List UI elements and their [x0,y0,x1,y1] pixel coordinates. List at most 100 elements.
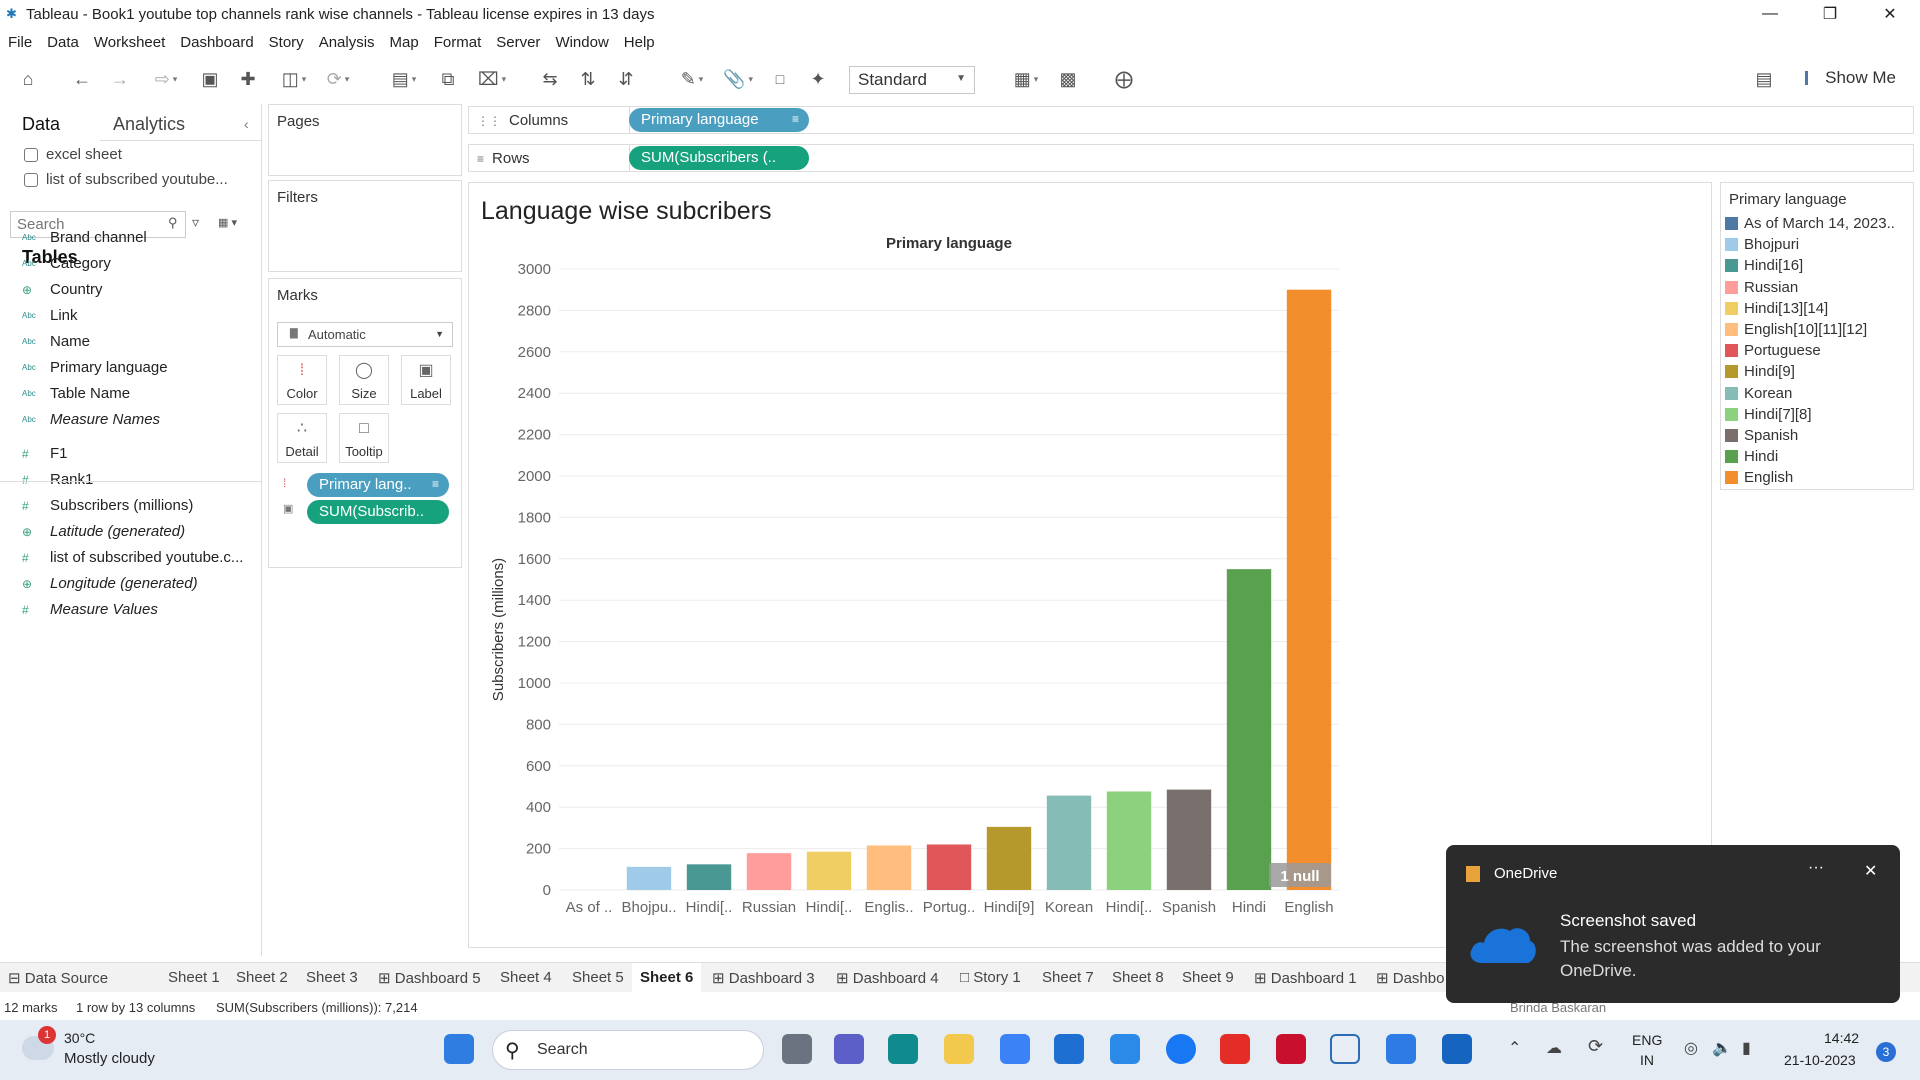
minimize-button[interactable]: — [1762,5,1778,22]
sheet-tab[interactable]: □ Story 1 [960,969,1021,986]
network-icon[interactable]: ◎ [1684,1040,1698,1057]
filter-icon[interactable]: ▿ [192,214,200,230]
legend-item[interactable]: Bhojpuri [1725,236,1799,253]
field-item[interactable]: # F1 [22,445,68,462]
mcafee-icon[interactable] [1276,1034,1306,1064]
myhp-icon[interactable] [1054,1034,1084,1064]
color-mark-button[interactable]: ⁞ Color [277,355,327,405]
field-item[interactable]: ⊕ Country [22,281,103,298]
file-explorer-icon[interactable] [944,1034,974,1064]
refresh-icon[interactable]: ⟳ ▾ [326,68,350,89]
swap-rows-columns-icon[interactable]: ⇆ [542,68,558,89]
menu-file[interactable]: File [8,33,33,51]
tableau-taskbar-icon[interactable] [1330,1034,1360,1064]
legend-item[interactable]: Hindi[9] [1725,363,1795,380]
sheet-tab[interactable]: ⊞ Dashbo [1376,969,1444,987]
region-indicator[interactable]: IN [1640,1052,1654,1068]
tab-data[interactable]: Data [22,114,61,134]
legend-item[interactable]: English[10][11][12] [1725,321,1867,338]
share-icon[interactable]: ⨁ [1115,68,1133,89]
legend-item[interactable]: English [1725,469,1793,486]
taskbar-search[interactable]: ⚲ Search [492,1030,764,1070]
menu-analysis[interactable]: Analysis [318,33,375,51]
field-search-input[interactable] [10,211,186,238]
field-item[interactable]: Abc Table Name [22,385,130,402]
notepad-icon[interactable] [1386,1034,1416,1064]
size-mark-button[interactable]: ◯ Size [339,355,389,405]
tab-analytics[interactable]: Analytics [113,114,186,134]
legend-item[interactable]: Korean [1725,385,1792,402]
collapse-pane-icon[interactable]: ‹ [244,116,249,132]
fix-axes-icon[interactable]: ✦ [810,68,826,89]
legend-item[interactable]: Hindi [1725,448,1778,465]
replay-icon[interactable]: ⇨ ▾ [154,68,178,89]
show-me-button[interactable]: Show Me [1805,68,1896,88]
sheet-tab[interactable]: Sheet 7 [1042,969,1094,986]
duplicate-sheet-icon[interactable]: ⧉ [441,68,455,89]
field-item[interactable]: Abc Name [22,333,90,350]
sheet-tab[interactable]: Sheet 8 [1112,969,1164,986]
toast-close-button[interactable]: ✕ [1864,863,1878,880]
sheet-tab[interactable]: ⊟ Data Source [8,969,108,987]
sheet-tab[interactable]: Sheet 6 [632,963,702,993]
sheet-tab[interactable]: ⊞ Dashboard 4 [836,969,939,987]
clock-date[interactable]: 21-10-2023 [1784,1052,1856,1068]
sheet-tab[interactable]: Sheet 2 [236,969,288,986]
legend-item[interactable]: Portuguese [1725,342,1821,359]
pause-updates-icon[interactable]: ◫ ▾ [281,68,307,89]
weather-temperature[interactable]: 30°C [64,1030,96,1046]
notification-badge[interactable]: 3 [1876,1042,1896,1062]
youtube-icon[interactable] [1220,1034,1250,1064]
marks-color-pill[interactable]: Primary lang.. ≡ [307,473,449,497]
status-user[interactable]: Brinda Baskaran [1510,1000,1607,1015]
volume-icon[interactable]: 🔈 [1712,1040,1732,1057]
columns-shelf[interactable]: ⋮⋮ Columns Primary language ≡ [468,106,1914,134]
group-members-icon[interactable]: 📎 ▾ [723,68,753,89]
clear-sheet-icon[interactable]: ⌧ ▾ [477,68,507,89]
task-view-icon[interactable] [782,1034,812,1064]
label-mark-button[interactable]: ▣ Label [401,355,451,405]
sort-ascending-icon[interactable]: ⇅ [580,68,596,89]
menu-worksheet[interactable]: Worksheet [93,33,166,51]
datasource-item[interactable]: list of subscribed youtube... [24,171,228,188]
field-item[interactable]: Abc Primary language [22,359,168,376]
columns-pill[interactable]: Primary language ≡ [629,108,809,132]
toast-more-button[interactable]: ··· [1808,859,1824,876]
fit-select[interactable]: Standard ▼ [849,66,975,94]
home-icon[interactable]: ⌂ [22,68,34,89]
sheet-tab[interactable]: ⊞ Dashboard 3 [712,969,815,987]
sheet-tab[interactable]: Sheet 1 [168,969,220,986]
menu-data[interactable]: Data [47,33,79,51]
close-window-button[interactable]: ✕ [1883,6,1897,23]
menu-story[interactable]: Story [268,33,304,51]
new-datasource-icon[interactable]: ✚ [240,68,256,89]
pages-shelf[interactable]: Pages [268,104,462,176]
redo-icon[interactable]: → [111,68,129,89]
field-item[interactable]: # Subscribers (millions) [22,497,193,514]
detail-mark-button[interactable]: ∴ Detail [277,413,327,463]
field-item[interactable]: Abc Link [22,307,78,324]
ms-store-icon[interactable] [1000,1034,1030,1064]
sheet-tab[interactable]: ⊞ Dashboard 5 [378,969,481,987]
highlight-icon[interactable]: ✎ ▾ [680,68,704,89]
sheet-tab[interactable]: Sheet 5 [572,969,624,986]
battery-icon[interactable]: ▮ [1742,1040,1751,1057]
chevron-up-icon[interactable]: ⌃ [1508,1040,1522,1057]
datasource-item[interactable]: excel sheet [24,146,122,163]
edge-browser-icon[interactable] [888,1034,918,1064]
tooltip-mark-button[interactable]: □ Tooltip [339,413,389,463]
show-cards-icon[interactable]: ▦ ▾ [1013,68,1039,89]
field-item[interactable]: Abc Brand channel [22,229,147,246]
view-options-icon[interactable]: ▦ ▾ [218,217,237,229]
paint-format-icon[interactable]: ▤ [1755,68,1773,89]
rows-pill[interactable]: SUM(Subscribers (.. [629,146,809,170]
undo-icon[interactable]: ← [73,68,91,89]
field-item[interactable]: Abc Category [22,255,111,272]
help-icon[interactable] [1110,1034,1140,1064]
menu-window[interactable]: Window [555,33,609,51]
field-item[interactable]: # Rank1 [22,471,93,488]
filters-shelf[interactable]: Filters [268,180,462,272]
legend-item[interactable]: As of March 14, 2023.. [1725,215,1895,232]
sheet-tab[interactable]: ⊞ Dashboard 1 [1254,969,1357,987]
legend-item[interactable]: Spanish [1725,427,1798,444]
